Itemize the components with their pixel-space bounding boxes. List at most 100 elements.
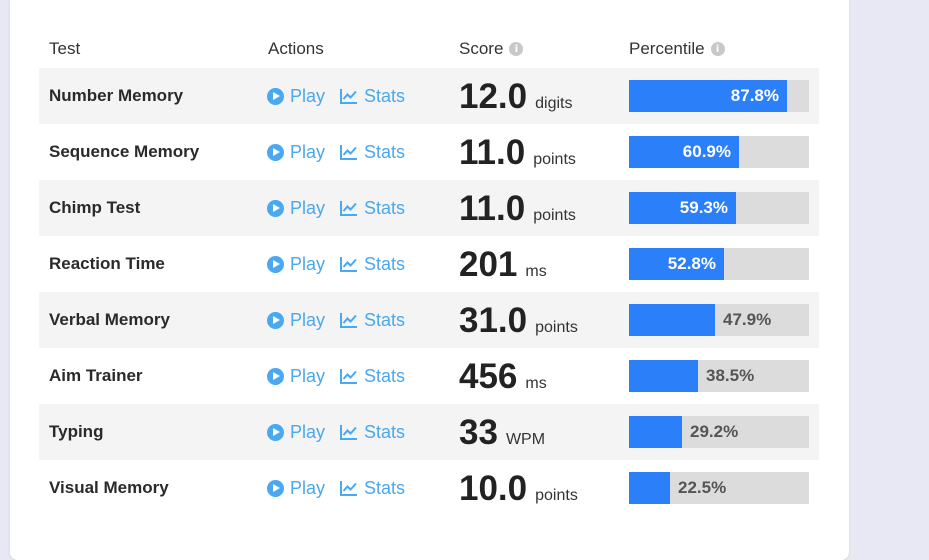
stats-button[interactable]: Stats bbox=[340, 124, 405, 180]
stats-label: Stats bbox=[364, 365, 406, 386]
percentile-bar: 87.8% bbox=[629, 80, 809, 112]
info-icon[interactable]: i bbox=[509, 42, 524, 56]
play-button[interactable]: Play bbox=[267, 124, 325, 180]
stats-label: Stats bbox=[364, 85, 406, 106]
test-name: Number Memory bbox=[49, 86, 184, 105]
score-cell: 201 ms bbox=[459, 236, 547, 292]
score-value: 12.0 bbox=[459, 77, 528, 116]
play-label: Play bbox=[290, 197, 326, 218]
play-label: Play bbox=[290, 309, 326, 330]
chart-icon bbox=[340, 89, 357, 104]
stats-button[interactable]: Stats bbox=[340, 236, 405, 292]
chart-icon bbox=[340, 481, 357, 496]
percentile-label: 87.8% bbox=[730, 86, 779, 105]
score-cell: 456 ms bbox=[459, 348, 547, 404]
table-row: Verbal Memory Play Stats 31.0 points 47.… bbox=[39, 292, 819, 348]
score-cell: 10.0 points bbox=[459, 460, 578, 516]
score-value: 201 bbox=[459, 245, 518, 284]
percentile-label: 59.3% bbox=[679, 198, 728, 217]
percentile-bar-fill bbox=[629, 360, 698, 392]
score-unit: points bbox=[533, 207, 576, 224]
table-row: Aim Trainer Play Stats 456 ms 38.5% bbox=[39, 348, 819, 404]
play-label: Play bbox=[290, 141, 326, 162]
header-test: Test bbox=[49, 39, 81, 58]
score-cell: 11.0 points bbox=[459, 124, 576, 180]
score-value: 11.0 bbox=[459, 133, 526, 172]
percentile-bar: 38.5% bbox=[629, 360, 809, 392]
chart-icon bbox=[340, 369, 357, 384]
stats-button[interactable]: Stats bbox=[340, 68, 405, 124]
stats-button[interactable]: Stats bbox=[340, 180, 405, 236]
stats-button[interactable]: Stats bbox=[340, 348, 405, 404]
play-label: Play bbox=[290, 365, 326, 386]
percentile-bar-fill bbox=[629, 136, 739, 168]
test-name: Reaction Time bbox=[49, 254, 165, 273]
info-icon[interactable]: i bbox=[710, 42, 725, 56]
results-card: Test Actions Score i Percentile i Number… bbox=[10, 0, 849, 560]
stats-label: Stats bbox=[364, 477, 406, 498]
table-row: Number Memory Play Stats 12.0 digits 87.… bbox=[39, 68, 819, 124]
play-button[interactable]: Play bbox=[267, 292, 325, 348]
stats-label: Stats bbox=[364, 197, 406, 218]
play-button[interactable]: Play bbox=[267, 180, 325, 236]
percentile-label: 47.9% bbox=[723, 310, 772, 329]
header-percentile: Percentile i bbox=[629, 38, 725, 60]
score-unit: ms bbox=[525, 375, 547, 392]
chart-icon bbox=[340, 145, 357, 160]
percentile-bar-fill bbox=[629, 192, 736, 224]
table-row: Sequence Memory Play Stats 11.0 points 6… bbox=[39, 124, 819, 180]
test-name: Sequence Memory bbox=[49, 142, 200, 161]
table-row: Reaction Time Play Stats 201 ms 52.8% bbox=[39, 236, 819, 292]
stats-label: Stats bbox=[364, 309, 406, 330]
header-actions: Actions bbox=[268, 39, 324, 58]
test-name: Verbal Memory bbox=[49, 310, 170, 329]
score-value: 11.0 bbox=[459, 189, 526, 228]
play-label: Play bbox=[290, 85, 326, 106]
score-value: 10.0 bbox=[459, 469, 528, 508]
test-name: Visual Memory bbox=[49, 478, 169, 497]
play-button[interactable]: Play bbox=[267, 460, 325, 516]
table-row: Chimp Test Play Stats 11.0 points 59.3% bbox=[39, 180, 819, 236]
table-row: Visual Memory Play Stats 10.0 points 22.… bbox=[39, 460, 819, 516]
percentile-label: 52.8% bbox=[667, 254, 716, 273]
percentile-label: 60.9% bbox=[682, 142, 731, 161]
play-button[interactable]: Play bbox=[267, 348, 325, 404]
play-icon bbox=[267, 143, 284, 161]
percentile-bar-fill bbox=[629, 304, 715, 336]
results-table: Number Memory Play Stats 12.0 digits 87.… bbox=[39, 68, 819, 516]
stats-label: Stats bbox=[364, 253, 406, 274]
play-icon bbox=[267, 479, 284, 497]
play-label: Play bbox=[290, 477, 326, 498]
percentile-bar: 60.9% bbox=[629, 136, 809, 168]
play-button[interactable]: Play bbox=[267, 68, 325, 124]
percentile-bar: 52.8% bbox=[629, 248, 809, 280]
percentile-bar-fill bbox=[629, 80, 787, 112]
test-name: Typing bbox=[49, 422, 104, 441]
percentile-bar: 29.2% bbox=[629, 416, 809, 448]
score-value: 33 bbox=[459, 413, 498, 452]
percentile-bar-fill bbox=[629, 248, 724, 280]
stats-label: Stats bbox=[364, 421, 406, 442]
stats-button[interactable]: Stats bbox=[340, 292, 405, 348]
play-icon bbox=[267, 199, 284, 217]
percentile-label: 29.2% bbox=[690, 422, 739, 441]
chart-icon bbox=[340, 313, 357, 328]
play-label: Play bbox=[290, 253, 326, 274]
play-icon bbox=[267, 367, 284, 385]
stats-button[interactable]: Stats bbox=[340, 404, 405, 460]
play-icon bbox=[267, 87, 284, 105]
stats-button[interactable]: Stats bbox=[340, 460, 405, 516]
score-unit: points bbox=[535, 319, 578, 336]
score-unit: WPM bbox=[505, 431, 546, 448]
test-name: Aim Trainer bbox=[49, 366, 143, 385]
play-icon bbox=[267, 311, 284, 329]
percentile-bar: 22.5% bbox=[629, 472, 809, 504]
score-value: 456 bbox=[459, 357, 518, 396]
score-cell: 31.0 points bbox=[459, 292, 578, 348]
percentile-bar: 59.3% bbox=[629, 192, 809, 224]
play-button[interactable]: Play bbox=[267, 236, 325, 292]
play-button[interactable]: Play bbox=[267, 404, 325, 460]
header-percentile-label: Percentile bbox=[629, 39, 705, 58]
score-unit: digits bbox=[535, 95, 573, 112]
percentile-label: 22.5% bbox=[678, 478, 727, 497]
